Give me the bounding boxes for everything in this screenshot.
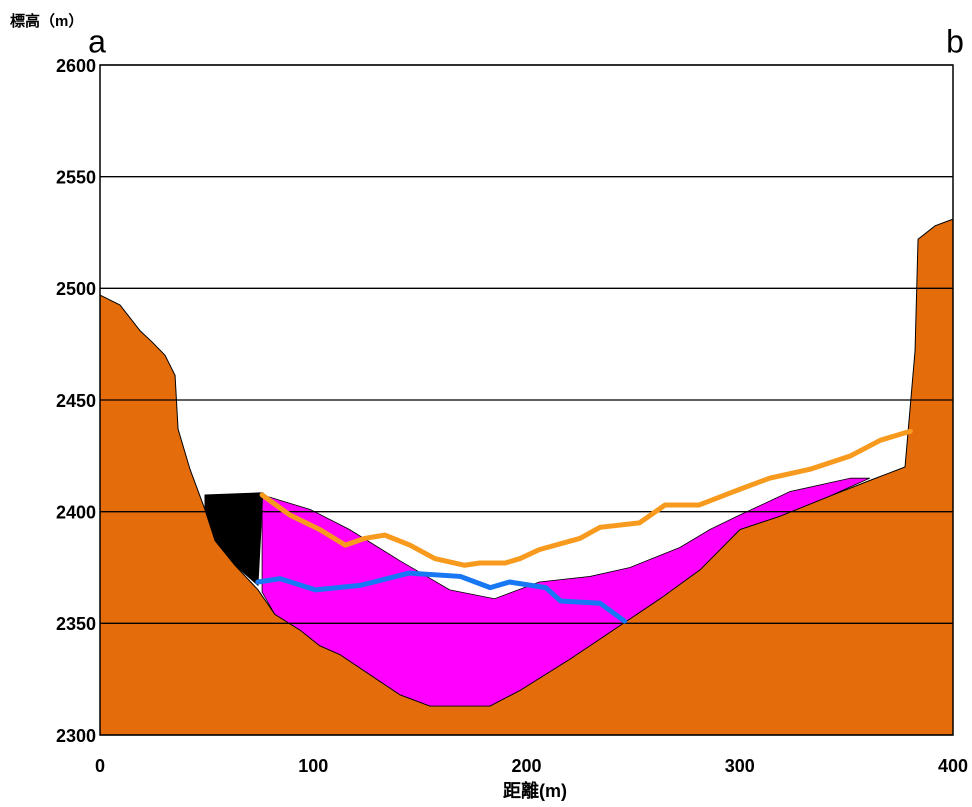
x-tick-label: 0 (95, 756, 105, 776)
chart: 標高（m） 距離(m) a b 2300 2350 2400 2450 2500 2550… (0, 0, 972, 807)
x-tick-label: 400 (938, 756, 968, 776)
x-tick-label: 300 (725, 756, 755, 776)
y-tick-label: 2300 (56, 726, 96, 746)
annotation: a (88, 23, 106, 59)
y-tick-label: 2600 (56, 56, 96, 76)
y-tick-label: 2400 (56, 502, 96, 522)
y-tick-label: 2550 (56, 167, 96, 187)
x-axis-title: 距離(m) (503, 780, 567, 801)
y-tick-label: 2350 (56, 614, 96, 634)
y-tick-label: 2500 (56, 279, 96, 299)
y-tick-label: 2450 (56, 391, 96, 411)
x-tick-label: 100 (298, 756, 328, 776)
x-tick-label: 200 (511, 756, 541, 776)
y-axis-title: 標高（m） (10, 12, 83, 30)
annotation: b (946, 23, 964, 59)
